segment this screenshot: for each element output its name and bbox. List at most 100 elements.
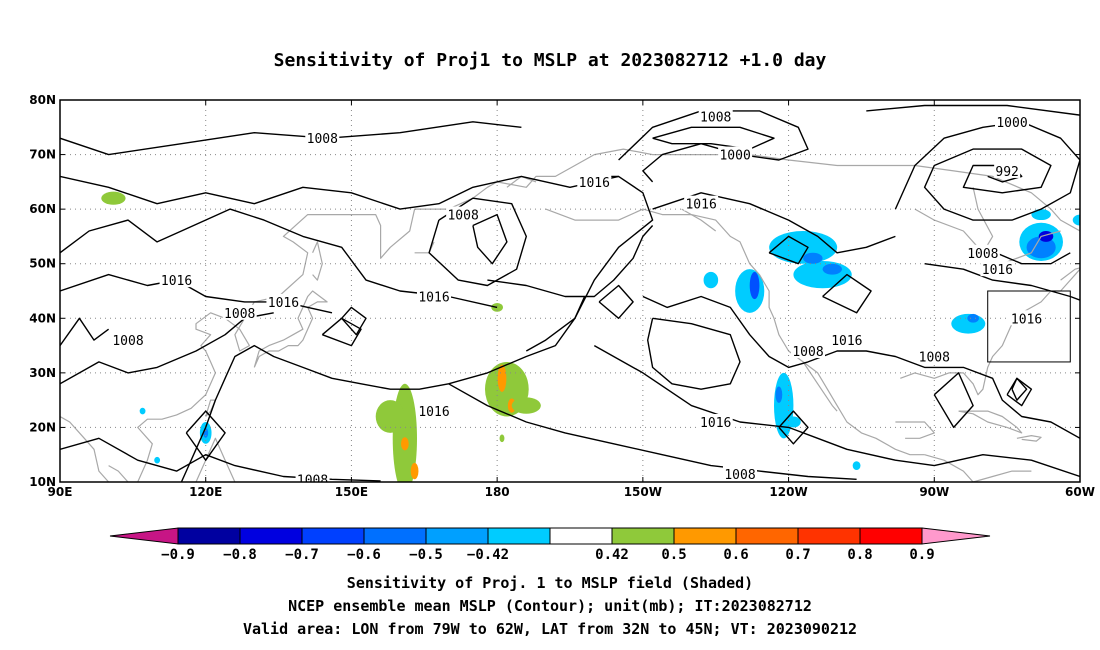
mslp-isobar	[448, 383, 857, 480]
mslp-isobar	[472, 213, 508, 265]
sensitivity-patch	[410, 462, 419, 480]
sensitivity-patch	[497, 364, 507, 392]
mslp-isobar	[982, 246, 1071, 265]
mslp-isobar	[933, 372, 974, 429]
contour-label: 1016	[685, 198, 716, 213]
colorbar-swatch	[549, 527, 613, 545]
coastline	[895, 421, 935, 439]
contour-label-bg	[829, 332, 864, 348]
map-frame	[59, 99, 1081, 483]
mslp-isobar	[60, 317, 110, 347]
colorbar-label: 0.5	[661, 547, 686, 563]
coastline	[253, 290, 328, 368]
contour-label: 1008	[307, 132, 338, 147]
sensitivity-patch	[775, 386, 783, 403]
coastline	[312, 241, 323, 281]
mslp-isobar	[1079, 160, 1080, 162]
mslp-isobar	[822, 273, 872, 314]
colorbar-swatch	[425, 527, 489, 545]
coastline	[545, 208, 925, 456]
lat-tick-label: 70N	[29, 148, 56, 162]
contour-label-bg	[684, 195, 719, 211]
sensitivity-patch	[1031, 209, 1051, 221]
colorbar-low-arrow	[109, 527, 179, 545]
footer-line-1: Sensitivity of Proj. 1 to MSLP field (Sh…	[346, 574, 754, 592]
mslp-isobar	[652, 192, 896, 254]
contour-label: 1008	[297, 473, 328, 488]
contour-label-bg	[698, 108, 733, 124]
coastline	[1002, 230, 1061, 265]
coastline	[108, 465, 129, 482]
mslp-isobar	[60, 437, 381, 482]
contour-label: 1008	[792, 345, 823, 360]
contour-label-bg	[222, 304, 257, 320]
contour-label-bg	[446, 206, 481, 222]
sensitivity-shading	[101, 168, 1100, 482]
mslp-isobar	[60, 121, 522, 156]
contour-label-bg	[266, 293, 301, 309]
valid-area-box	[987, 290, 1071, 363]
contour-label: 1016	[982, 263, 1013, 278]
sensitivity-patch	[400, 437, 409, 451]
lon-tick-label: 90E	[48, 485, 73, 499]
sensitivity-patch	[1026, 236, 1056, 259]
mslp-isobar	[598, 284, 634, 319]
colorbar-swatch	[611, 527, 675, 545]
contour-label: 1016	[831, 334, 862, 349]
coastline	[60, 415, 110, 482]
contour-label-bg	[159, 272, 194, 288]
coastline	[924, 454, 974, 482]
mslp-isobar	[60, 312, 274, 385]
mslp-isobar	[341, 306, 367, 336]
mslp-isobar	[487, 225, 654, 298]
lat-tick-label: 30N	[29, 366, 56, 380]
mslp-isobar	[768, 235, 809, 265]
contour-label-bg	[295, 471, 330, 482]
sensitivity-patch	[139, 407, 146, 415]
contour-label: 1008	[112, 334, 143, 349]
lon-tick-label: 120E	[189, 485, 222, 499]
sensitivity-patch	[803, 252, 823, 264]
lon-tick-label: 150E	[335, 485, 368, 499]
colorbar-swatch	[735, 527, 799, 545]
lon-tick-label: 150W	[624, 485, 662, 499]
coastline	[195, 437, 236, 482]
mslp-isobar	[60, 175, 619, 210]
colorbar-swatch	[301, 527, 365, 545]
coastline	[972, 470, 1032, 482]
colorbar-label: −0.9	[161, 547, 195, 563]
lon-tick-label: 90W	[919, 485, 949, 499]
contour-label-bg	[577, 173, 612, 189]
axis-labels: 90E 120E 150E 180 150W 120W 90W 60W 10N 20N 30N 40N…	[29, 93, 1095, 499]
colorbar: −0.9 −0.8 −0.7 −0.6 −0.5 −0.42 0.42 0.5 0.6 0.7 0.…	[109, 527, 991, 563]
mslp-isobar	[185, 410, 226, 461]
coastline	[958, 410, 1023, 434]
mslp-isobar	[924, 263, 1080, 301]
colorbar-swatch	[487, 527, 551, 545]
contour-label: 1016	[579, 176, 610, 191]
sensitivity-patch	[822, 263, 842, 275]
colorbar-label: 0.7	[785, 547, 810, 563]
contour-label-bg	[791, 343, 825, 359]
colorbar-swatch	[239, 527, 303, 545]
sensitivity-patch	[1092, 168, 1100, 184]
colorbar-label: −0.5	[409, 547, 443, 563]
colorbar-swatch	[177, 527, 241, 545]
sensitivity-patch	[101, 191, 126, 205]
sensitivity-patch	[703, 271, 719, 289]
mslp-isobar	[1006, 377, 1033, 407]
colorbar-label: 0.6	[723, 547, 748, 563]
contour-label-bg	[980, 261, 1015, 277]
contour-label: 1016	[1011, 312, 1042, 327]
contour-label-bg	[718, 146, 753, 162]
sensitivity-patch	[793, 260, 852, 289]
footer-line-3: Valid area: LON from 79W to 62W, LAT fro…	[242, 620, 858, 638]
coastline	[802, 361, 838, 412]
contour-label: 1000	[719, 149, 750, 164]
contour-label: 1016	[161, 274, 192, 289]
mslp-isobar	[642, 295, 1080, 440]
contour-label: 1008	[967, 247, 998, 262]
contour-label: 1008	[919, 350, 950, 365]
sensitivity-patch	[375, 400, 405, 433]
sensitivity-patch	[511, 397, 541, 414]
